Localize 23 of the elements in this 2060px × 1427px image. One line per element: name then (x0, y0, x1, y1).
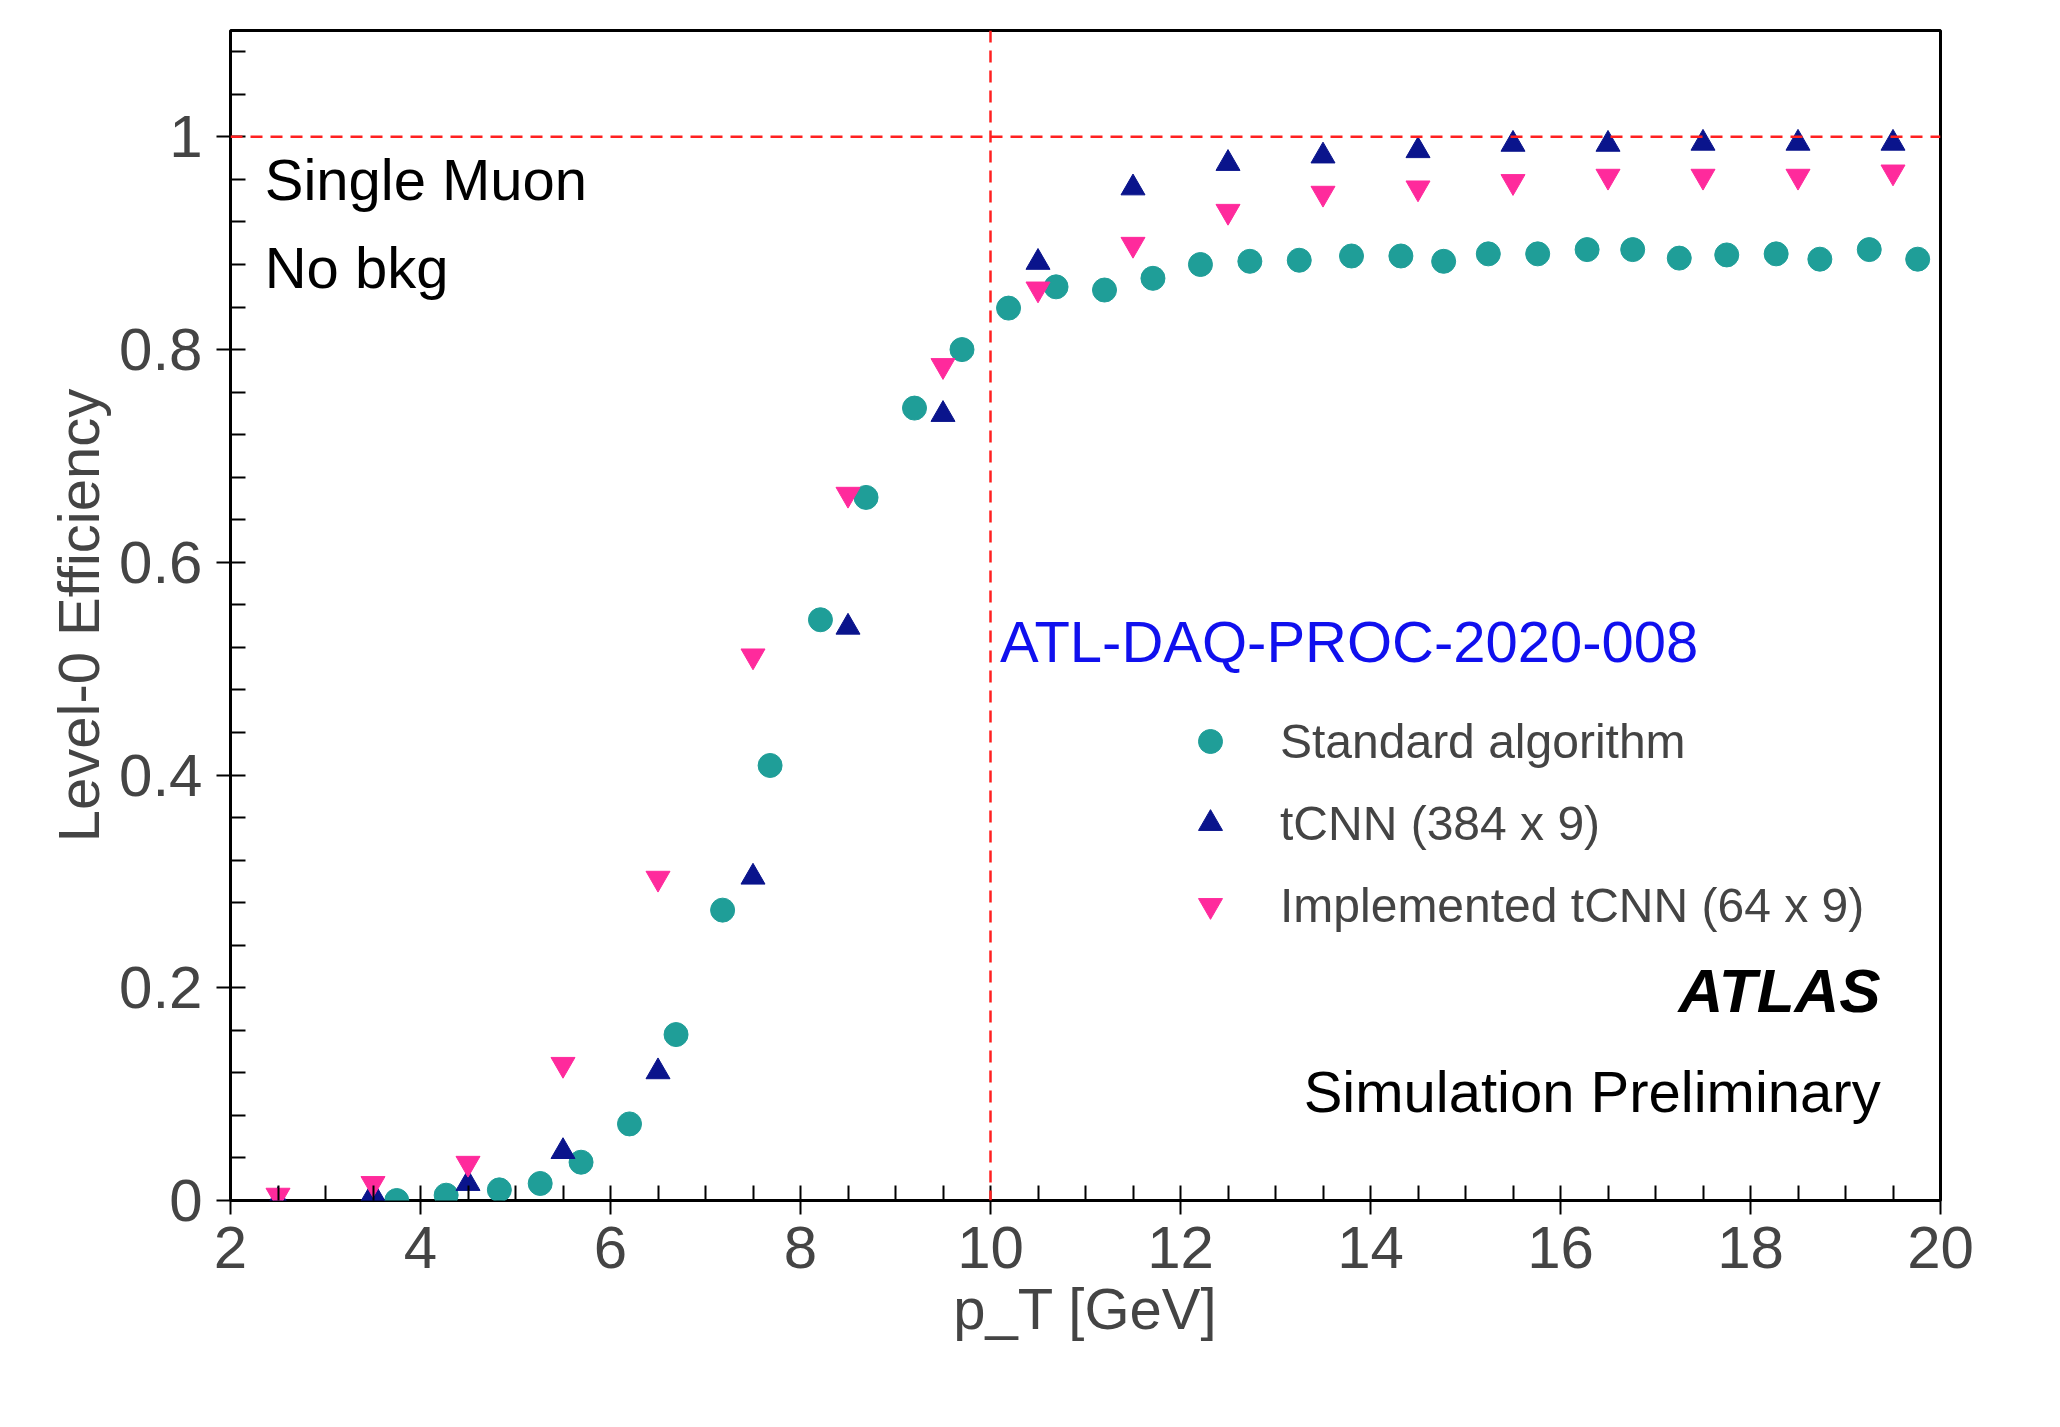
x-tick-label: 18 (1717, 1213, 1784, 1281)
x-tick-label: 8 (783, 1213, 818, 1281)
y-tick-label: 0.2 (119, 954, 203, 1022)
x-tick-label: 4 (403, 1213, 438, 1281)
y-axis-title: Level-0 Efficiency (46, 388, 112, 843)
y-tick-label: 0 (169, 1167, 203, 1234)
y-tick-label: 0.6 (119, 528, 203, 596)
x-tick-label: 2 (213, 1213, 248, 1281)
x-tick-label: 16 (1527, 1213, 1594, 1281)
y-tick-label: 0.8 (119, 316, 203, 384)
legend-label: Implemented tCNN (64 x 9) (1280, 877, 1865, 934)
x-tick-label: 6 (593, 1213, 628, 1281)
y-tick-label: 1 (169, 103, 203, 171)
x-tick-label: 14 (1337, 1213, 1404, 1281)
legend-label: tCNN (384 x 9) (1280, 795, 1601, 852)
annotation: Single Muon (264, 146, 588, 212)
x-tick-label: 20 (1907, 1213, 1974, 1281)
annotation: Simulation Preliminary (1303, 1059, 1881, 1125)
annotation: ATL-DAQ-PROC-2020-008 (1000, 609, 1699, 674)
annotation: No bkg (264, 234, 449, 300)
annotation: ATLAS (1676, 956, 1881, 1025)
legend-label: Standard algorithm (1280, 713, 1686, 770)
y-tick-label: 0.4 (119, 741, 203, 809)
